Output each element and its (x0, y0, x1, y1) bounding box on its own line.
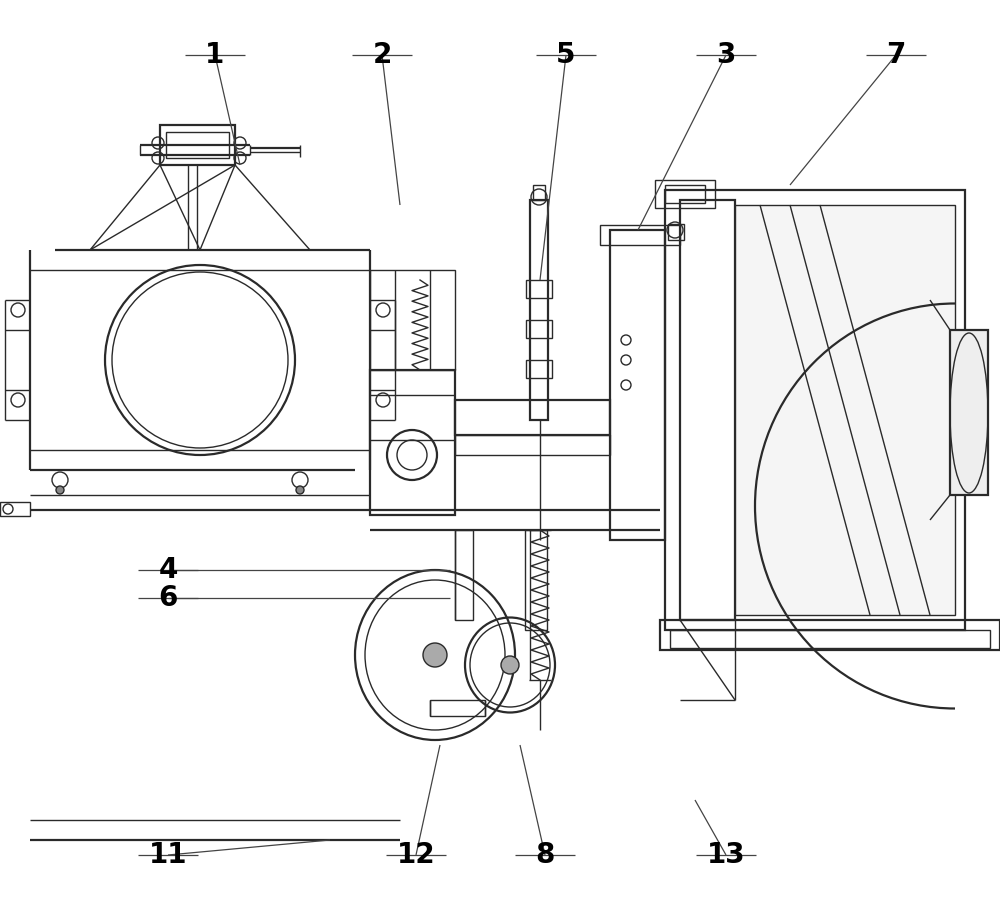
Bar (370, 370, 455, 515)
Bar (670, 630, 990, 648)
Circle shape (423, 643, 447, 667)
Bar (370, 270, 455, 370)
Bar (665, 185, 705, 203)
Bar (455, 530, 473, 620)
Bar (0, 502, 30, 516)
Bar (533, 185, 545, 200)
Bar (600, 225, 680, 245)
Bar (160, 125, 235, 165)
Bar (610, 230, 665, 540)
Bar (950, 330, 988, 495)
Bar (455, 435, 610, 455)
Text: 7: 7 (886, 41, 906, 69)
Bar (166, 132, 229, 158)
Text: 1: 1 (205, 41, 225, 69)
Bar (530, 200, 548, 420)
Bar (665, 190, 965, 630)
Bar (526, 320, 552, 338)
Bar (430, 700, 485, 716)
Bar (668, 224, 684, 240)
Text: 11: 11 (149, 841, 187, 869)
Text: 3: 3 (716, 41, 736, 69)
Bar (680, 200, 735, 620)
Text: 13: 13 (707, 841, 745, 869)
Text: 6: 6 (158, 584, 178, 612)
Circle shape (56, 486, 64, 494)
Bar (660, 620, 1000, 650)
Text: 5: 5 (556, 41, 576, 69)
Bar (525, 530, 547, 630)
Bar (455, 400, 610, 435)
Text: 4: 4 (158, 556, 178, 584)
Text: 8: 8 (535, 841, 555, 869)
Text: 2: 2 (372, 41, 392, 69)
Text: 12: 12 (397, 841, 435, 869)
Circle shape (296, 486, 304, 494)
Bar (655, 180, 715, 208)
Circle shape (501, 656, 519, 674)
Polygon shape (735, 205, 955, 615)
Bar (526, 280, 552, 298)
Bar (526, 360, 552, 378)
